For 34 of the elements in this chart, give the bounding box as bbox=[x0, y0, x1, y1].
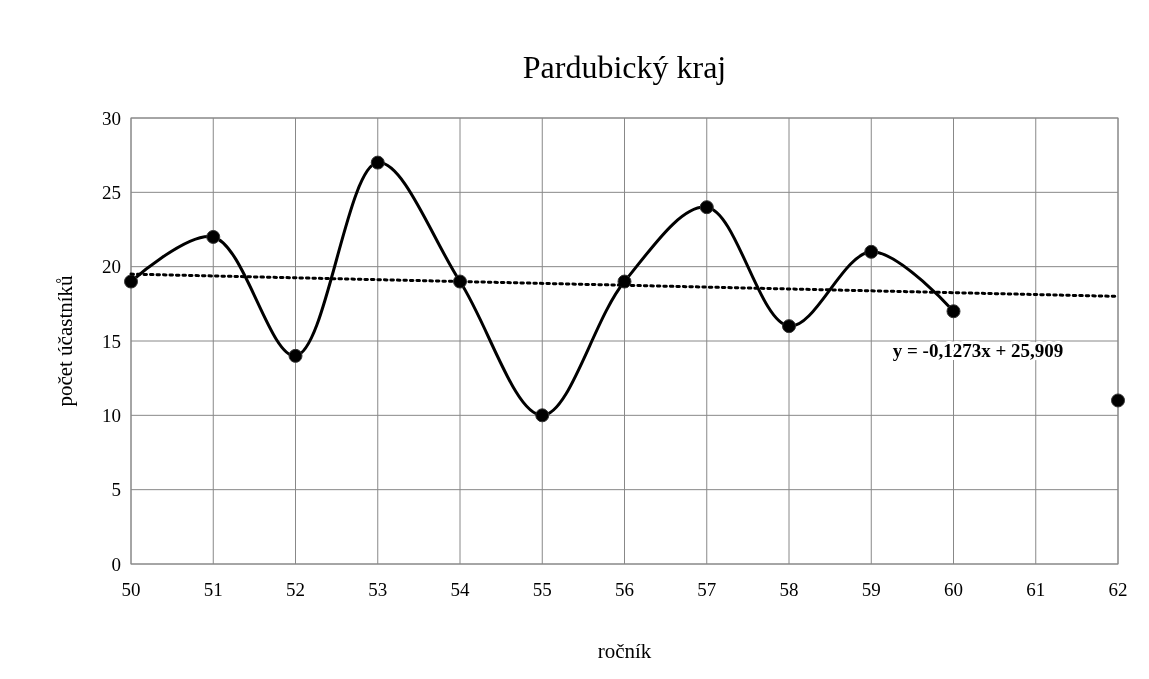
y-tick-label: 25 bbox=[102, 181, 121, 203]
annotation: y = -0,1273x + 25,909 bbox=[892, 339, 1064, 361]
y-tick-label: 0 bbox=[111, 553, 121, 575]
point bbox=[124, 274, 138, 289]
y-axis-title: počet účastníků bbox=[53, 274, 77, 407]
x-tick-label: 56 bbox=[615, 579, 634, 600]
point bbox=[206, 229, 221, 244]
point bbox=[288, 348, 303, 363]
x-tick-label: 52 bbox=[286, 579, 305, 600]
point bbox=[1111, 393, 1125, 408]
x-tick-label: 60 bbox=[944, 579, 963, 600]
x-tick-label: 51 bbox=[203, 579, 223, 600]
x-tick-label: 53 bbox=[368, 579, 388, 600]
y-tick-label: 20 bbox=[102, 256, 121, 278]
x-tick-label: 50 bbox=[121, 579, 141, 600]
y-tick-label: 15 bbox=[102, 330, 121, 352]
x-tick-label: 62 bbox=[1108, 579, 1128, 600]
y-tick-label: 5 bbox=[111, 479, 121, 501]
x-tick-label: 54 bbox=[450, 579, 470, 600]
y-tick-label: 10 bbox=[102, 404, 121, 426]
point bbox=[946, 304, 961, 319]
x-tick-label: 61 bbox=[1026, 579, 1046, 600]
point bbox=[864, 244, 879, 259]
point bbox=[699, 200, 714, 215]
chart-title: Pardubický kraj bbox=[522, 49, 727, 85]
point bbox=[370, 155, 385, 170]
y-tick-label: 30 bbox=[102, 107, 121, 129]
point bbox=[535, 408, 550, 423]
x-axis-title: ročník bbox=[597, 639, 652, 663]
x-tick-label: 57 bbox=[697, 579, 717, 600]
x-tick-label: 55 bbox=[532, 579, 552, 600]
x-tick-label: 58 bbox=[779, 579, 799, 600]
x-tick-label: 59 bbox=[861, 579, 881, 600]
point bbox=[782, 319, 796, 334]
